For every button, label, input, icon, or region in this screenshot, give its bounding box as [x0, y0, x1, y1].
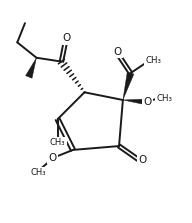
- Text: O: O: [138, 155, 146, 165]
- Polygon shape: [123, 99, 146, 105]
- Text: CH₃: CH₃: [157, 94, 173, 103]
- Text: O: O: [48, 153, 56, 163]
- Polygon shape: [123, 72, 134, 100]
- Text: O: O: [113, 47, 121, 57]
- Text: CH₃: CH₃: [50, 138, 65, 147]
- Text: CH₃: CH₃: [146, 56, 162, 64]
- Text: CH₃: CH₃: [31, 168, 46, 178]
- Polygon shape: [26, 58, 36, 78]
- Text: O: O: [63, 33, 71, 43]
- Text: O: O: [144, 97, 152, 107]
